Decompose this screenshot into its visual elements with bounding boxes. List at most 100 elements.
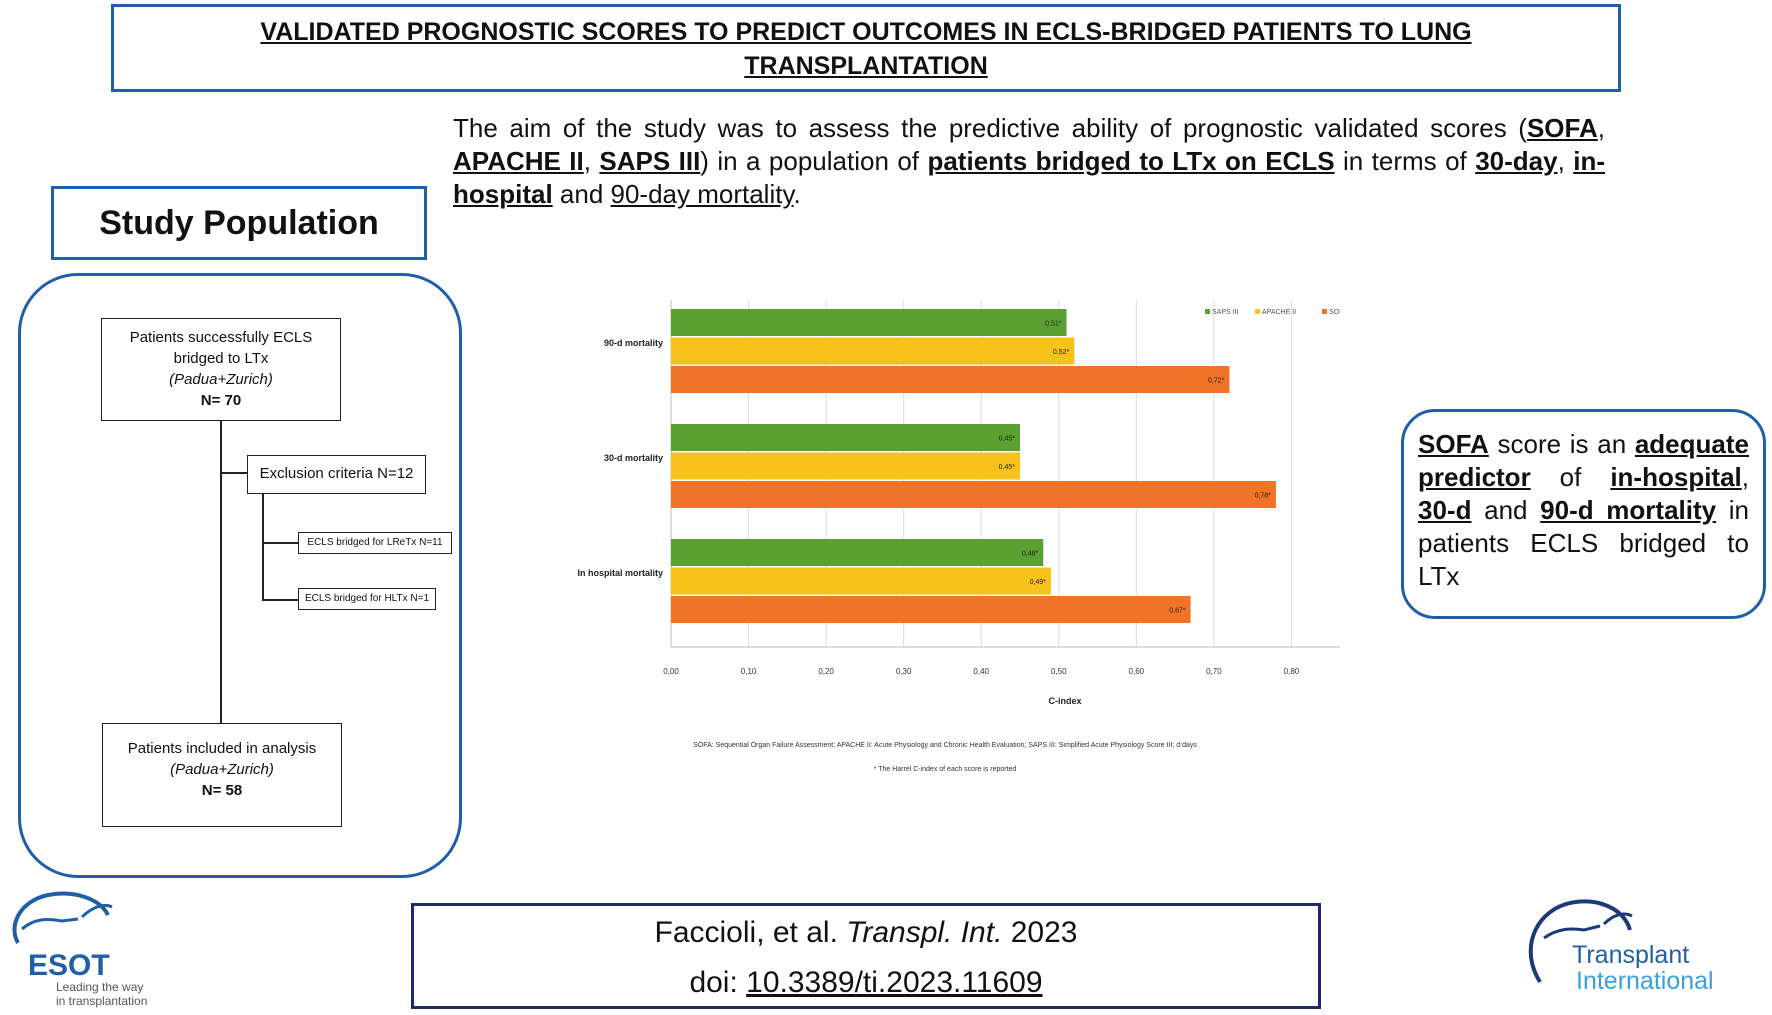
chart-footnote-abbreviations: SOFA: Sequential Organ Failure Assessmen…: [693, 742, 1197, 749]
legend-swatch: [1322, 309, 1327, 314]
chart-svg: 0,000,100,200,300,400,500,600,700,800,90…: [577, 300, 1377, 773]
enrolled-count: N= 70: [200, 392, 242, 409]
exclusion-lretx-box: ECLS bridged for LReTx N=11: [298, 532, 452, 554]
category-label: In hospital mortality: [577, 568, 663, 578]
esot-logo-icon: ESOT Leading the way in transplantation: [12, 891, 147, 1008]
x-tick-label: 0,20: [818, 667, 834, 676]
aim-text: ,: [583, 146, 600, 176]
conclusion-predictor: adequate predictor: [1418, 429, 1749, 492]
bar-saps-iii: [671, 424, 1020, 451]
data-label: 0,72*: [1208, 378, 1225, 385]
enrolled-centers: (Padua+Zurich): [169, 371, 273, 388]
x-axis-title: C-index: [1048, 696, 1081, 706]
esot-logo: ESOT Leading the way in transplantation: [0, 885, 170, 1010]
chart-footnote-cindex: * The Harrel C-index of each score is re…: [874, 766, 1017, 773]
exclusion-text: Exclusion criteria N=12: [259, 465, 414, 482]
data-label: 0,51*: [1045, 321, 1062, 328]
conclusion-30d: 30-d: [1418, 495, 1472, 525]
esot-tagline-2: in transplantation: [56, 994, 147, 1008]
conclusion-text: ,: [1741, 462, 1749, 492]
x-tick-label: 0,00: [663, 667, 679, 676]
esot-tagline-1: Leading the way: [56, 980, 143, 994]
x-tick-label: 0,40: [973, 667, 989, 676]
conclusion-in-hospital: in-hospital: [1610, 462, 1742, 492]
data-label: 0,67*: [1169, 608, 1186, 615]
analyzed-line: Patients included in analysis: [127, 740, 317, 757]
title-line-1: VALIDATED PROGNOSTIC SCORES TO PREDICT O…: [260, 18, 1472, 46]
title-line-2: TRANSPLANTATION: [744, 52, 988, 80]
aim-text: in terms of: [1334, 146, 1476, 176]
analyzed-centers: (Padua+Zurich): [170, 761, 274, 778]
exclusion-hltx-text: ECLS bridged for HLTx N=1: [304, 593, 430, 604]
aim-paragraph: The aim of the study was to assess the p…: [453, 112, 1605, 211]
bar-saps-iii: [671, 539, 1044, 566]
aim-text: and: [552, 179, 611, 209]
enrolled-line: Patients successfully ECLS: [129, 329, 313, 346]
flow-diagram-panel: [18, 273, 462, 878]
citation-doi-prefix: doi:: [689, 966, 747, 999]
data-label: 0,45*: [999, 436, 1016, 443]
x-tick-label: 0,80: [1284, 667, 1300, 676]
conclusion-90d: 90-d mortality: [1540, 495, 1717, 525]
transplant-international-logo: Transplant International: [1520, 890, 1765, 1000]
study-population-label: Study Population: [51, 186, 427, 260]
aim-text: ,: [1557, 146, 1574, 176]
x-tick-label: 0,70: [1206, 667, 1222, 676]
exclusion-lretx-text: ECLS bridged for LReTx N=11: [307, 537, 443, 548]
c-index-chart: 0,000,100,200,300,400,500,600,700,800,90…: [540, 290, 1377, 785]
analyzed-count: N= 58: [201, 782, 243, 799]
aim-apache: APACHE II: [453, 146, 584, 176]
enrolled-patients-box: Patients successfully ECLS bridged to LT…: [101, 318, 341, 421]
aim-population: patients bridged to LTx on ECLS: [927, 146, 1335, 176]
category-label: 30-d mortality: [604, 453, 663, 463]
data-label: 0,49*: [1030, 579, 1047, 586]
aim-30day: 30-day: [1475, 146, 1558, 176]
data-label: 0,45*: [999, 464, 1016, 471]
legend-label: SOFA: [1329, 309, 1340, 316]
citation-journal: Transpl. Int.: [846, 916, 1003, 949]
enrolled-line: bridged to LTx: [173, 350, 269, 367]
citation-line-1: Faccioli, et al. Transpl. Int. 2023: [414, 908, 1318, 958]
bar-sofa: [671, 596, 1191, 623]
citation-box: Faccioli, et al. Transpl. Int. 2023 doi:…: [411, 903, 1321, 1009]
aim-saps: SAPS III: [599, 146, 701, 176]
legend-swatch: [1255, 309, 1260, 314]
x-tick-label: 0,30: [896, 667, 912, 676]
flow-line-exclusion: [220, 472, 247, 474]
flow-line-sub1: [262, 542, 298, 544]
legend-label: SAPS III: [1212, 309, 1239, 316]
aim-sofa: SOFA: [1526, 113, 1598, 143]
aim-text: ,: [1597, 113, 1605, 143]
legend-swatch: [1205, 309, 1210, 314]
category-label: 90-d mortality: [604, 338, 663, 348]
esot-name: ESOT: [28, 949, 110, 982]
analyzed-patients-box: Patients included in analysis (Padua+Zur…: [102, 723, 342, 827]
aim-in-hospital: in-hospital: [453, 146, 1605, 209]
bar-sofa: [671, 481, 1276, 508]
data-label: 0,48*: [1022, 551, 1039, 558]
ti-line-2: International: [1576, 967, 1714, 995]
conclusion-text: in patients ECLS bridged to LTx: [1418, 495, 1749, 591]
citation-line-2: doi: 10.3389/ti.2023.11609: [414, 958, 1318, 1008]
citation-year: 2023: [1002, 916, 1078, 949]
x-tick-label: 0,10: [741, 667, 757, 676]
study-population-text: Study Population: [99, 203, 379, 242]
conclusion-box: SOFA score is an adequate predictor of i…: [1401, 409, 1766, 619]
exclusion-hltx-box: ECLS bridged for HLTx N=1: [298, 588, 436, 610]
exclusion-criteria-box: Exclusion criteria N=12: [247, 455, 426, 494]
aim-text: The aim of the study was to assess the p…: [453, 113, 1527, 143]
ti-logo-icon: Transplant International: [1528, 899, 1714, 995]
aim-90day: 90-day mortality: [610, 179, 794, 209]
conclusion-sofa: SOFA: [1418, 429, 1489, 459]
bar-apache-ii: [671, 567, 1052, 595]
legend-label: APACHE II: [1262, 309, 1296, 316]
x-tick-label: 0,50: [1051, 667, 1067, 676]
conclusion-text: score is an: [1488, 429, 1635, 459]
bar-saps-iii: [671, 309, 1067, 336]
citation-doi-link[interactable]: 10.3389/ti.2023.11609: [746, 966, 1043, 999]
conclusion-text: of: [1530, 462, 1611, 492]
conclusion-text: and: [1471, 495, 1541, 525]
ti-line-1: Transplant: [1572, 941, 1689, 969]
title-box: VALIDATED PROGNOSTIC SCORES TO PREDICT O…: [111, 4, 1621, 92]
bar-apache-ii: [671, 452, 1020, 480]
